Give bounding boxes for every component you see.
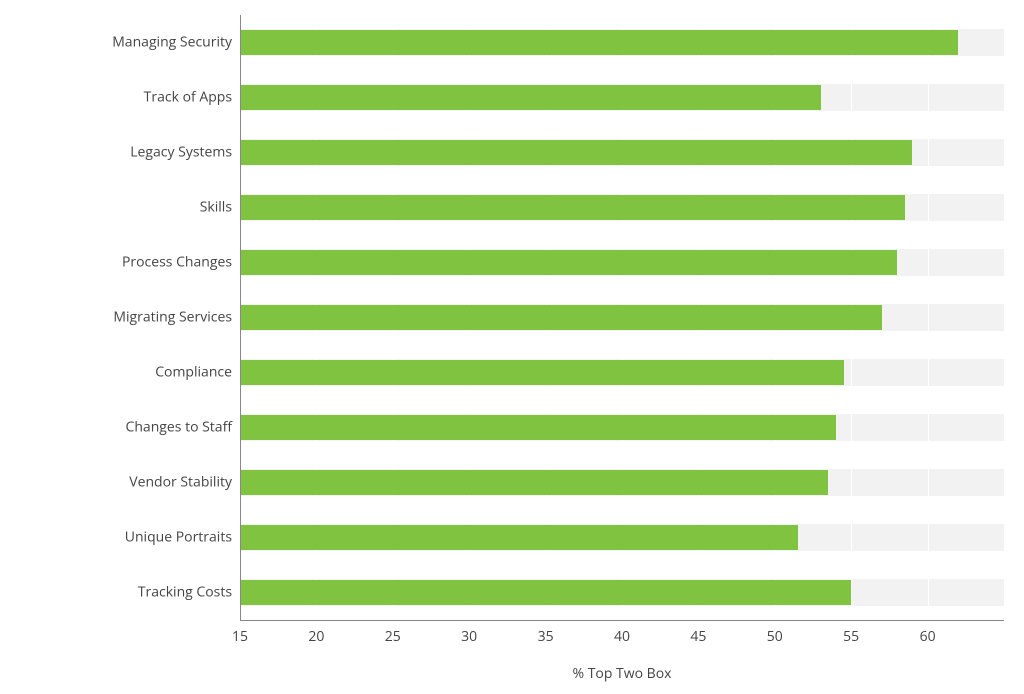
x-tick-label: 15 (232, 627, 248, 646)
chart-container: Managing Security Track of Apps Legacy Sys… (0, 0, 1024, 694)
x-tick-label: 55 (843, 627, 859, 646)
bar (240, 140, 912, 164)
y-tick-label: Vendor Stability (0, 474, 232, 491)
y-tick-label: Process Changes (0, 254, 232, 271)
bar (240, 415, 836, 439)
y-tick-label: Managing Security (0, 34, 232, 51)
bar (240, 470, 828, 494)
x-tick-label: 45 (690, 627, 706, 646)
bar (240, 85, 821, 109)
y-tick-label: Compliance (0, 364, 232, 381)
y-tick-label: Migrating Services (0, 309, 232, 326)
bar (240, 580, 851, 604)
bar (240, 305, 882, 329)
bar (240, 250, 897, 274)
y-tick-label: Changes to Staff (0, 419, 232, 436)
y-tick-label: Tracking Costs (0, 584, 232, 601)
x-tick-label: 20 (308, 627, 324, 646)
x-axis-line (240, 620, 1004, 621)
y-tick-label: Track of Apps (0, 89, 232, 106)
x-tick-label: 40 (614, 627, 630, 646)
y-tick-label: Legacy Systems (0, 144, 232, 161)
x-tick-label: 30 (461, 627, 477, 646)
y-tick-label: Unique Portraits (0, 529, 232, 546)
x-tick-label: 25 (385, 627, 401, 646)
plot-area (240, 15, 1004, 620)
bar (240, 195, 905, 219)
bar (240, 360, 844, 384)
y-tick-label: Skills (0, 199, 232, 216)
x-gridline (928, 15, 929, 620)
x-tick-label: 60 (920, 627, 936, 646)
x-axis-title: % Top Two Box (240, 664, 1004, 683)
bar (240, 30, 958, 54)
x-tick-label: 50 (767, 627, 783, 646)
y-axis-line (240, 15, 241, 620)
x-gridline (1004, 15, 1005, 620)
bar (240, 525, 798, 549)
x-tick-label: 35 (538, 627, 554, 646)
